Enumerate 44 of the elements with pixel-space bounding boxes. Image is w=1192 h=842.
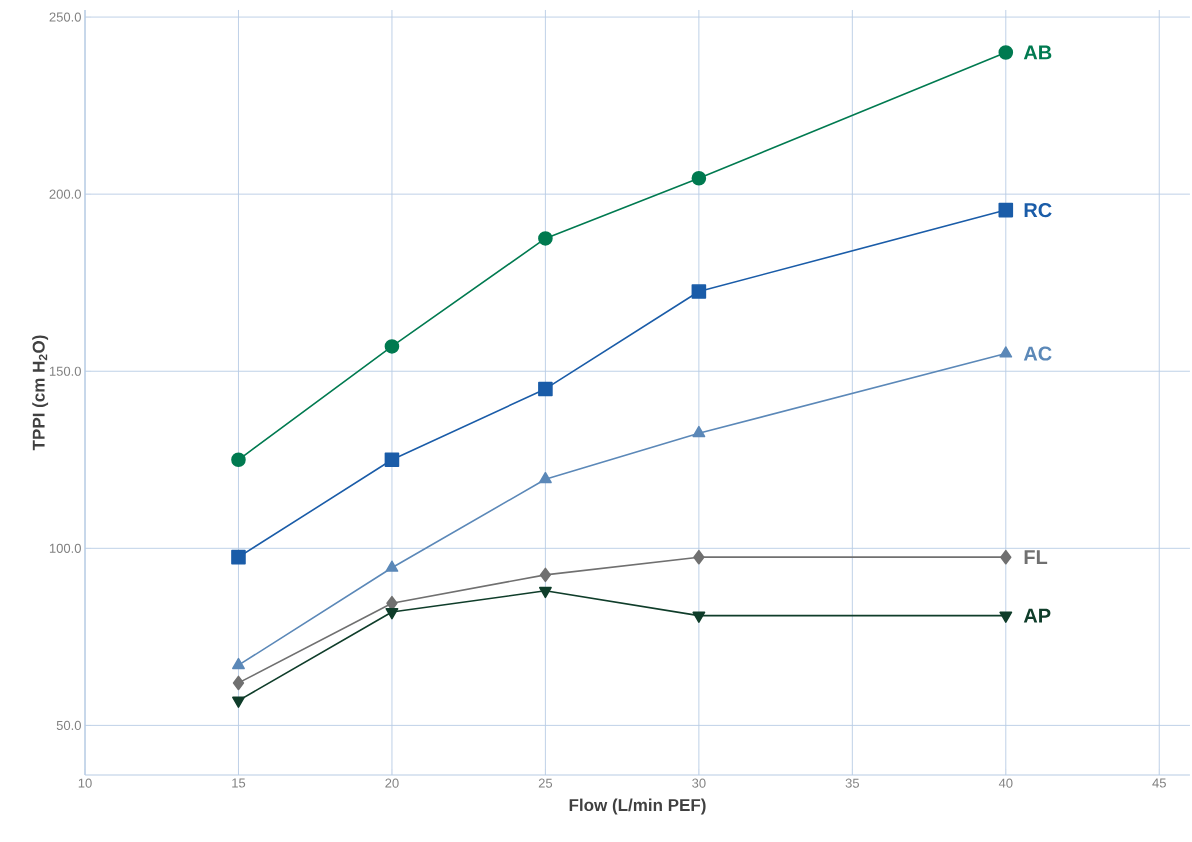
point bbox=[538, 381, 553, 397]
point bbox=[538, 471, 552, 484]
y-tick-label: 50.0 bbox=[56, 720, 81, 730]
point bbox=[999, 611, 1013, 623]
series-label: AP bbox=[1023, 608, 1051, 623]
point bbox=[231, 452, 246, 468]
point bbox=[999, 346, 1013, 358]
y-tick-label: 150.0 bbox=[49, 366, 81, 376]
x-tick-label: 25 bbox=[538, 778, 553, 788]
point bbox=[693, 549, 705, 565]
x-tick-label: 30 bbox=[692, 778, 706, 788]
point bbox=[384, 339, 400, 354]
series-label: AB bbox=[1023, 45, 1052, 60]
point bbox=[692, 611, 706, 623]
y-tick-label: 250.0 bbox=[49, 12, 81, 22]
point bbox=[538, 586, 552, 599]
point bbox=[538, 231, 553, 246]
point bbox=[385, 560, 399, 572]
x-tick-label: 10 bbox=[78, 778, 92, 788]
x-tick-label: 20 bbox=[385, 778, 399, 788]
series-label: RC bbox=[1024, 203, 1052, 218]
point bbox=[1000, 549, 1012, 565]
y-tick-label: 200.0 bbox=[49, 189, 81, 199]
x-tick-label: 35 bbox=[845, 778, 860, 788]
point bbox=[691, 170, 707, 186]
point bbox=[539, 567, 552, 583]
point bbox=[691, 284, 707, 299]
series-label: FL bbox=[1024, 550, 1048, 565]
point bbox=[231, 549, 246, 565]
point bbox=[998, 45, 1014, 60]
point bbox=[232, 657, 245, 670]
point bbox=[384, 452, 400, 468]
y-tick-label: 100.0 bbox=[49, 543, 81, 553]
point bbox=[232, 696, 245, 708]
x-axis-title: Flow (L/min PEF) bbox=[569, 798, 706, 815]
x-tick-label: 15 bbox=[232, 778, 246, 788]
y-axis-title: TPPI (cm H$_{2}$O) bbox=[32, 335, 49, 451]
series-label: AC bbox=[1023, 346, 1052, 361]
point bbox=[385, 608, 399, 620]
x-tick-label: 40 bbox=[998, 778, 1013, 788]
x-tick-label: 45 bbox=[1152, 778, 1166, 788]
point bbox=[998, 202, 1014, 218]
point bbox=[232, 675, 245, 691]
point bbox=[692, 425, 706, 438]
